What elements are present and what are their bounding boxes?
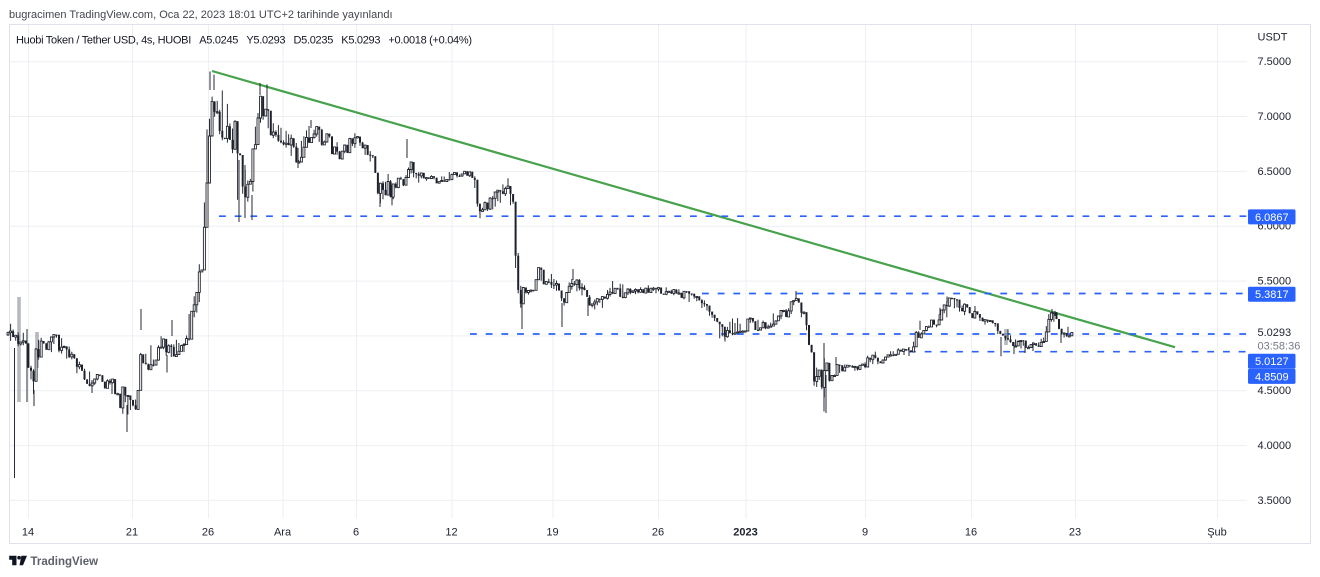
svg-text:03:58:36: 03:58:36 — [1258, 340, 1301, 352]
svg-text:7.5000: 7.5000 — [1258, 56, 1292, 68]
svg-text:7.0000: 7.0000 — [1258, 111, 1292, 123]
svg-text:16: 16 — [965, 526, 977, 538]
svg-text:21: 21 — [126, 526, 138, 538]
svg-text:23: 23 — [1069, 526, 1081, 538]
svg-text:Şub: Şub — [1207, 526, 1227, 538]
svg-text:5.5000: 5.5000 — [1258, 276, 1292, 288]
svg-text:TradingView: TradingView — [31, 556, 99, 568]
svg-text:6: 6 — [353, 526, 359, 538]
svg-text:3.5000: 3.5000 — [1258, 495, 1292, 507]
svg-text:6.5000: 6.5000 — [1258, 166, 1292, 178]
svg-text:12: 12 — [445, 526, 457, 538]
svg-text:bugracimen TradingView.com, Oc: bugracimen TradingView.com, Oca 22, 2023… — [9, 9, 393, 21]
svg-text:26: 26 — [202, 526, 214, 538]
svg-text:9: 9 — [862, 526, 868, 538]
svg-text:5.0127: 5.0127 — [1255, 356, 1289, 368]
svg-text:4.5000: 4.5000 — [1258, 385, 1292, 397]
svg-text:Ara: Ara — [274, 526, 292, 538]
svg-text:2023: 2023 — [733, 526, 757, 538]
svg-text:4.0000: 4.0000 — [1258, 440, 1292, 452]
svg-text:26: 26 — [652, 526, 664, 538]
svg-text:4.8509: 4.8509 — [1255, 371, 1289, 383]
svg-text:6.0867: 6.0867 — [1255, 212, 1289, 224]
svg-text:Huobi Token / Tether USD, 4s,: Huobi Token / Tether USD, 4s, HUOBI A5.0… — [16, 35, 472, 47]
svg-text:14: 14 — [22, 526, 34, 538]
svg-text:5.3817: 5.3817 — [1255, 289, 1289, 301]
svg-text:USDT: USDT — [1258, 32, 1288, 44]
svg-text:19: 19 — [546, 526, 558, 538]
svg-text:5.0293: 5.0293 — [1258, 327, 1292, 339]
